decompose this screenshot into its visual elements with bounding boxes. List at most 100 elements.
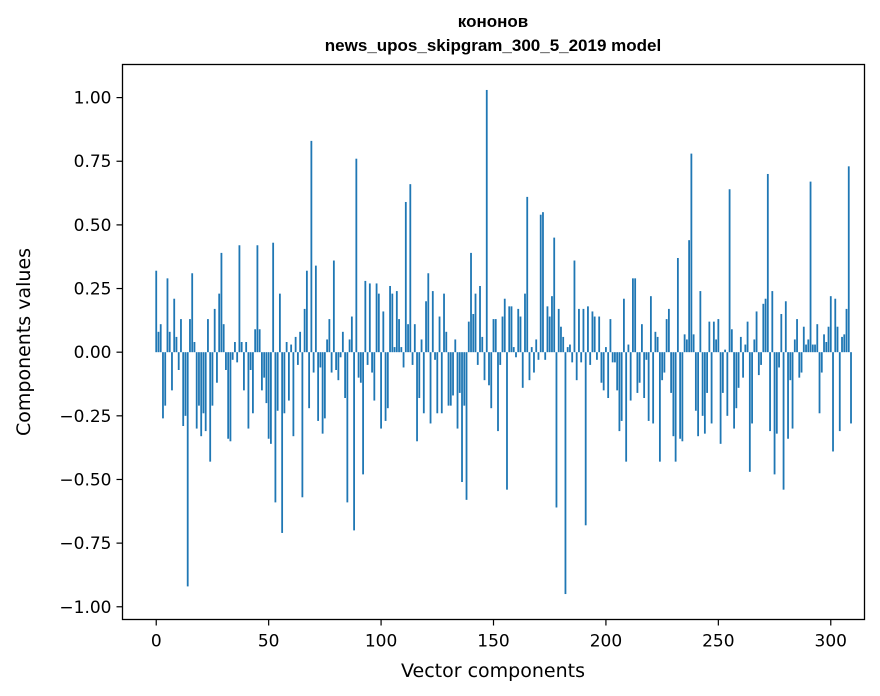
bar-component-273 (769, 352, 771, 432)
bar-component-271 (764, 298, 767, 353)
bar-component-155 (503, 298, 506, 353)
bar-component-89 (355, 158, 358, 353)
bar-component-234 (681, 352, 684, 442)
bar-component-45 (256, 245, 259, 353)
bar-component-198 (600, 352, 603, 383)
bar-component-168 (533, 352, 535, 373)
bar-component-127 (440, 352, 443, 414)
bar-component-52 (272, 242, 275, 353)
bar-component-120 (425, 301, 427, 353)
bar-component-103 (386, 352, 389, 409)
bar-component-296 (820, 352, 823, 373)
bar-component-160 (515, 352, 517, 358)
bar-component-29 (220, 252, 223, 353)
bar-component-126 (438, 316, 441, 353)
bar-component-228 (667, 308, 670, 353)
bar-component-119 (422, 352, 425, 414)
y-axis-label: Components values (13, 248, 35, 436)
bar-component-222 (654, 331, 657, 353)
bar-component-295 (818, 352, 821, 414)
x-axis-label: Vector components (401, 660, 585, 682)
bar-component-27 (216, 352, 218, 383)
bar-component-165 (526, 196, 529, 353)
bar-component-40 (245, 342, 248, 353)
bar-component-231 (674, 352, 677, 462)
bar-component-17 (193, 342, 196, 353)
bar-component-117 (418, 352, 421, 399)
bar-component-297 (823, 334, 825, 353)
bar-component-207 (620, 352, 623, 421)
y-tick-label: 1.00 (74, 89, 112, 109)
bars-group (155, 89, 852, 595)
bar-component-245 (706, 352, 709, 393)
bar-component-280 (784, 301, 787, 353)
bar-component-183 (566, 347, 569, 353)
bar-component-124 (434, 352, 436, 360)
bar-component-243 (701, 352, 704, 416)
bar-component-223 (656, 336, 659, 353)
bar-component-217 (643, 352, 646, 399)
bar-component-277 (778, 352, 780, 368)
bar-component-129 (445, 331, 448, 353)
bar-component-9 (175, 336, 178, 353)
bar-component-275 (773, 352, 776, 475)
bar-component-212 (632, 278, 634, 353)
bar-component-87 (350, 316, 353, 353)
bar-component-32 (227, 352, 230, 439)
bar-component-241 (697, 352, 700, 437)
bar-component-178 (555, 352, 558, 508)
bar-component-236 (685, 339, 688, 353)
bar-component-188 (578, 308, 580, 353)
bar-component-264 (748, 352, 751, 472)
bar-component-233 (679, 352, 682, 439)
bar-component-123 (431, 291, 434, 353)
bar-component-81 (337, 352, 340, 381)
bar-component-68 (308, 352, 311, 409)
bar-component-279 (782, 352, 785, 490)
bar-component-107 (395, 291, 398, 353)
bar-component-163 (521, 352, 524, 388)
bar-component-196 (596, 352, 598, 360)
bar-component-104 (389, 285, 391, 353)
x-axis-ticks: 0 50 100 150 200 250 300 (151, 619, 847, 652)
bar-component-157 (508, 306, 511, 353)
bar-component-255 (728, 189, 731, 353)
bar-component-39 (243, 352, 245, 391)
bar-component-258 (735, 352, 738, 409)
bar-component-18 (195, 352, 198, 429)
bar-component-49 (265, 352, 268, 404)
bar-component-64 (299, 331, 302, 353)
bar-component-309 (850, 352, 852, 424)
y-tick-label: −0.50 (59, 470, 111, 490)
bar-component-67 (305, 270, 308, 353)
bar-component-46 (258, 329, 261, 353)
bar-component-66 (303, 308, 306, 353)
bar-component-237 (688, 240, 691, 353)
bar-component-121 (427, 273, 430, 353)
bar-component-95 (368, 283, 371, 353)
bar-component-210 (627, 344, 630, 353)
bar-component-246 (708, 321, 711, 353)
bar-component-305 (841, 336, 843, 353)
x-tick-label: 250 (702, 632, 734, 652)
bar-component-247 (710, 352, 713, 424)
bar-component-73 (319, 352, 322, 368)
bar-component-304 (838, 352, 841, 432)
bar-component-116 (416, 352, 418, 442)
x-tick-label: 150 (477, 632, 509, 652)
plot-area-frame (121, 63, 866, 621)
bar-component-221 (652, 352, 655, 424)
bar-component-274 (771, 291, 774, 353)
bar-component-57 (283, 352, 286, 414)
bar-component-128 (443, 293, 445, 353)
bar-component-266 (753, 339, 756, 353)
bar-component-299 (827, 326, 830, 353)
bar-component-41 (247, 352, 250, 429)
bar-component-290 (807, 339, 810, 353)
bar-component-230 (672, 352, 675, 437)
bar-component-15 (189, 319, 191, 353)
bar-component-242 (699, 291, 702, 353)
bar-component-140 (470, 252, 472, 353)
y-tick-label: 0.75 (74, 152, 112, 172)
bar-component-108 (398, 319, 400, 353)
